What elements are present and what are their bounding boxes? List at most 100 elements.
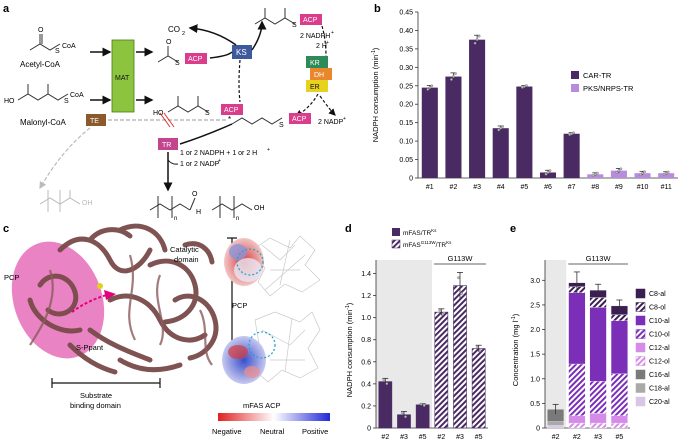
legend-e-label: C10-al bbox=[649, 318, 670, 325]
chart-e-stack-segment bbox=[568, 363, 586, 416]
chart-b-datapoint bbox=[426, 88, 430, 91]
chart-d-ytick-label: 1.2 bbox=[361, 293, 371, 300]
malonyl-acp-structure bbox=[167, 96, 209, 113]
chart-e-stack-segment bbox=[568, 292, 586, 365]
chart-d-datapoint bbox=[422, 404, 426, 407]
malonyl-acp-s: S bbox=[205, 110, 210, 117]
arrow-reductive-to-acyl bbox=[294, 93, 319, 117]
panel-letter-d: d bbox=[345, 223, 352, 235]
chart-b-datapoint bbox=[544, 172, 548, 176]
legend-d-wt: mFAS/TRKs bbox=[403, 228, 437, 237]
chart-e-ytick-label: 1.0 bbox=[530, 376, 540, 383]
catalytic-domain-label: domain bbox=[174, 255, 199, 264]
acetyl-acp-structure bbox=[157, 46, 179, 63]
chart-b-datapoint bbox=[428, 86, 432, 89]
colorbar-neutral: Neutral bbox=[260, 427, 285, 436]
arrow-te-to-acid bbox=[39, 127, 91, 190]
legend-e-label: C8-ol bbox=[649, 305, 666, 312]
panel-e-chart: e Concentration (mg l-1) 0 0.5 1.0 1.5 2.0 2.… bbox=[510, 223, 670, 441]
arrow-ks-to-co2 bbox=[188, 24, 237, 46]
acp-badge-3 bbox=[300, 14, 322, 25]
chart-e-stack-segment bbox=[568, 422, 586, 429]
chart-e-xtick-label: #5 bbox=[615, 434, 623, 441]
chart-b-datapoint bbox=[454, 72, 457, 75]
acp-label-2: ACP bbox=[224, 107, 239, 114]
arrow-ks-dashed bbox=[238, 59, 241, 103]
acyl-s: S bbox=[279, 122, 284, 129]
legend-b-pks-tr: PKS/NRPS-TR bbox=[583, 84, 634, 93]
pcp-outline-top bbox=[236, 248, 264, 276]
te-label: TE bbox=[90, 118, 99, 125]
panel-letter-e: e bbox=[510, 223, 516, 235]
chart-d-xtick-label: #2 bbox=[437, 434, 445, 441]
legend-e-label: C20-al bbox=[649, 399, 670, 406]
acp-label-3: ACP bbox=[303, 17, 318, 24]
arrow-tr-cofactor bbox=[167, 159, 179, 165]
te-block-mark-1 bbox=[159, 112, 171, 128]
chart-b-bar bbox=[469, 39, 486, 178]
chart-b-xtick-label: #3 bbox=[473, 184, 481, 191]
acetyl-o: O bbox=[38, 27, 44, 34]
panel-c-structure: c Catalytic domain PC bbox=[3, 223, 330, 436]
surface-neutral-patch bbox=[234, 258, 262, 282]
acp-label-1: ACP bbox=[188, 56, 203, 63]
chart-d-ytick-label: 0 bbox=[367, 426, 371, 433]
chart-b-ytick-label: 0.25 bbox=[399, 83, 413, 90]
protein-loops bbox=[29, 254, 213, 366]
chart-b-bar bbox=[492, 128, 509, 178]
legend-b-swatch-car-tr bbox=[571, 71, 579, 79]
nadph-in-sup: + bbox=[331, 30, 334, 36]
aldehyde-h: H bbox=[196, 209, 201, 216]
chart-b-plot: 0 0.05 0.10 0.15 0.20 0.25 0.30 0.35 0.40 0.45 #1 #… bbox=[399, 10, 678, 191]
chart-d-xtick-label: #5 bbox=[475, 434, 483, 441]
chart-b-datapoint bbox=[595, 171, 599, 175]
ketoacyl-acp-structure bbox=[254, 8, 296, 25]
chart-b-datapoint bbox=[450, 78, 453, 81]
pcp-small-label: PCP bbox=[232, 301, 247, 310]
h-in-sup: + bbox=[326, 40, 329, 46]
chart-e-stack-segment bbox=[547, 425, 565, 429]
chart-b-datapoint bbox=[615, 171, 619, 174]
legend-e-swatch bbox=[635, 329, 646, 339]
chart-b-datapoint bbox=[572, 131, 575, 135]
panel-b-chart: b NADPH consumption (min-1) 0 0.05 0.10 0.1… bbox=[371, 3, 678, 191]
legend-e-swatch bbox=[635, 302, 646, 312]
mat-domain-box bbox=[111, 39, 135, 113]
dh-domain-box bbox=[310, 68, 332, 80]
mfas-acp-label: mFAS ACP bbox=[243, 401, 281, 410]
chart-b-ytick-label: 0.05 bbox=[399, 157, 413, 164]
chart-d-xtick-label: #3 bbox=[400, 434, 408, 441]
legend-e-swatch bbox=[635, 356, 646, 366]
chart-b-ytick-label: 0.30 bbox=[399, 65, 413, 72]
acyl-acp-structure bbox=[231, 117, 283, 125]
chart-e-stack-segment bbox=[610, 314, 628, 321]
chart-b-bar bbox=[658, 173, 675, 178]
chart-d-xtick-label: #3 bbox=[456, 434, 464, 441]
chart-d-datapoint bbox=[385, 382, 389, 385]
chart-e-xtick-label: #3 bbox=[594, 434, 602, 441]
co2-subscript: 2 bbox=[182, 31, 185, 37]
chart-b-datapoint bbox=[473, 41, 477, 45]
chart-b-datapoint bbox=[475, 38, 479, 42]
malonyl-coa-structure bbox=[17, 84, 69, 101]
legend-d-swatch-wt bbox=[392, 228, 400, 236]
chart-d-datapoint bbox=[401, 411, 404, 415]
binding-domain-label: binding domain bbox=[70, 401, 121, 410]
chart-e-stack-segment bbox=[589, 422, 607, 429]
chart-d-plot: 0 0.2 0.4 0.6 0.8 1.0 1.2 1.4 G113W #2 #3 #5 #2 #3 #5 bbox=[361, 254, 488, 441]
chart-b-datapoint bbox=[501, 125, 505, 128]
chart-d-ylabel: NADPH consumption (min-1) bbox=[345, 302, 354, 397]
chart-e-stack-segment bbox=[589, 297, 607, 308]
tr-in-sup: + bbox=[267, 147, 270, 153]
colorbar-negative: Negative bbox=[212, 427, 242, 436]
chart-b-bar bbox=[445, 76, 462, 178]
dh-label: DH bbox=[314, 72, 324, 79]
chart-e-ytick-label: 1.5 bbox=[530, 352, 540, 359]
chart-b-xtick-label: #11 bbox=[661, 184, 672, 191]
chart-d-datapoint bbox=[438, 308, 442, 312]
legend-e-swatch bbox=[635, 396, 646, 407]
alcohol-n: n bbox=[236, 216, 239, 222]
chart-b-ylabel: NADPH consumption (min-1) bbox=[371, 47, 380, 142]
chart-b-xtick-label: #6 bbox=[544, 184, 552, 191]
kr-domain-box bbox=[306, 56, 328, 68]
